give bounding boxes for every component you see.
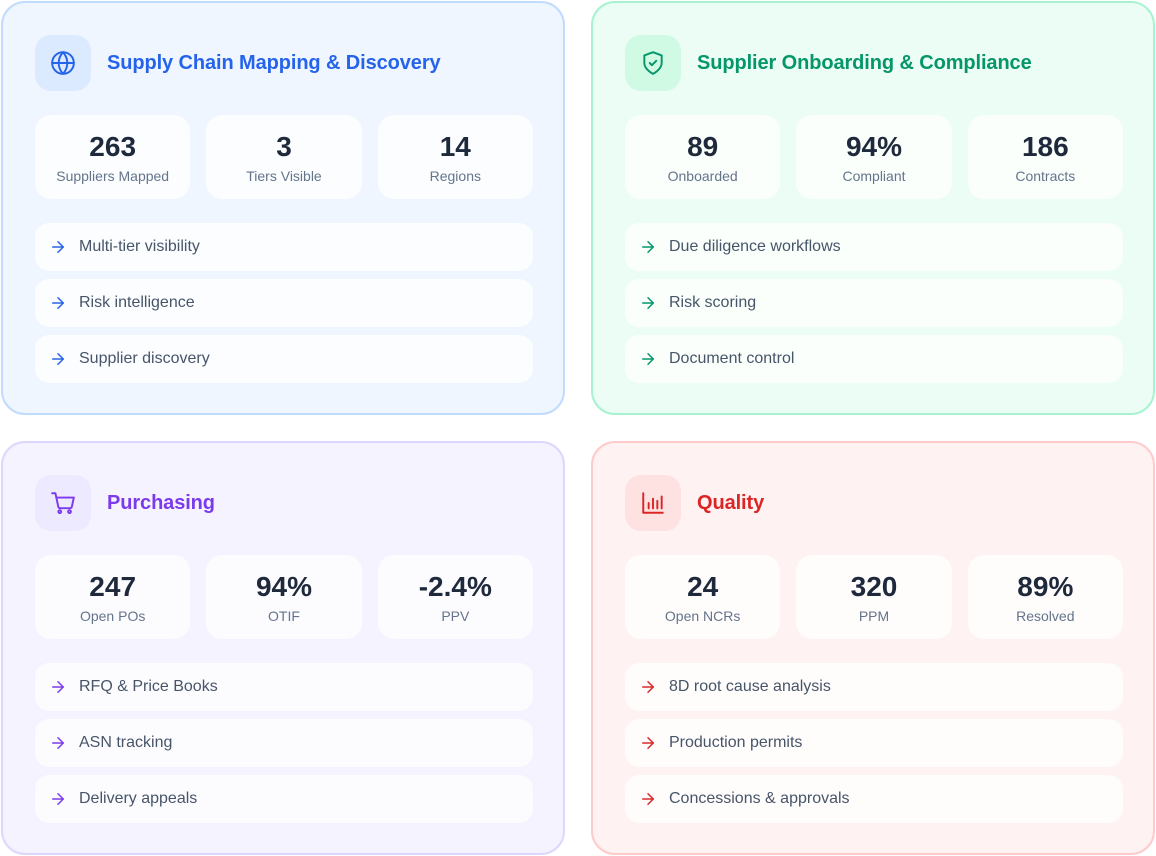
arrow-right-icon [642,681,654,693]
stat-ppv: -2.4% PPV [377,555,533,639]
feature-label: Multi-tier visibility [79,238,200,255]
card-title: Supply Chain Mapping & Discovery [107,51,441,74]
stats-row: 89 Onboarded 94% Compliant 186 Contracts [625,115,1123,199]
feature-item[interactable]: 8D root cause analysis [625,663,1123,711]
stat-suppliers-mapped: 263 Suppliers Mapped [35,115,191,199]
stat-regions: 14 Regions [377,115,533,199]
shopping-cart-icon [35,475,91,531]
card-header: Supplier Onboarding & Compliance [625,35,1032,91]
arrow-right-icon [642,793,654,805]
feature-item[interactable]: Risk scoring [625,279,1123,327]
feature-item[interactable]: Concessions & approvals [625,775,1123,823]
feature-list: Due diligence workflows Risk scoring Doc… [625,223,1123,383]
feature-item[interactable]: Supplier discovery [35,335,533,383]
feature-label: Production permits [669,734,803,751]
stat-label: Contracts [1015,168,1076,184]
stats-row: 24 Open NCRs 320 PPM 89% Resolved [625,555,1123,639]
card-title: Supplier Onboarding & Compliance [697,51,1032,74]
arrow-right-icon [52,353,64,365]
card-title: Purchasing [107,491,215,514]
stat-value: 3 [276,131,292,162]
stat-open-pos: 247 Open POs [35,555,191,639]
feature-item[interactable]: Multi-tier visibility [35,223,533,271]
globe-icon [35,35,91,91]
card-supply-chain-mapping[interactable]: Supply Chain Mapping & Discovery 263 Sup… [1,1,565,415]
stat-label: Open POs [79,608,146,624]
stat-value: 14 [439,131,471,162]
feature-label: Delivery appeals [79,790,198,807]
stat-open-ncrs: 24 Open NCRs [625,555,781,639]
feature-label: Due diligence workflows [669,238,841,255]
card-header: Supply Chain Mapping & Discovery [35,35,441,91]
feature-list: RFQ & Price Books ASN tracking Delivery … [35,663,533,823]
feature-label: Document control [669,350,795,367]
feature-item[interactable]: Production permits [625,719,1123,767]
arrow-right-icon [642,241,654,253]
feature-item[interactable]: RFQ & Price Books [35,663,533,711]
arrow-right-icon [52,681,64,693]
stat-label: PPM [858,608,890,624]
stats-row: 247 Open POs 94% OTIF -2.4% PPV [35,555,533,639]
arrow-right-icon [52,737,64,749]
arrow-right-icon [642,297,654,309]
feature-item[interactable]: Due diligence workflows [625,223,1123,271]
feature-label: Risk scoring [669,294,757,311]
stat-compliant: 94% Compliant [796,115,952,199]
feature-item[interactable]: ASN tracking [35,719,533,767]
card-purchasing[interactable]: Purchasing 247 Open POs 94% OTIF -2.4% P… [1,441,565,855]
feature-label: Concessions & approvals [669,790,850,807]
arrow-right-icon [642,737,654,749]
card-header: Purchasing [35,475,215,531]
stat-label: Onboarded [667,168,738,184]
feature-item[interactable]: Delivery appeals [35,775,533,823]
shield-check-icon [625,35,681,91]
stat-value: 247 [89,571,137,602]
stat-label: PPV [441,608,470,624]
stat-value: 89% [1017,571,1074,602]
feature-label: ASN tracking [79,734,173,751]
feature-label: RFQ & Price Books [79,678,218,695]
stat-ppm: 320 PPM [796,555,952,639]
arrow-right-icon [52,793,64,805]
feature-label: Supplier discovery [79,350,210,367]
stat-label: OTIF [268,608,300,624]
stat-label: Suppliers Mapped [56,168,170,184]
stat-label: Resolved [1016,608,1075,624]
stat-onboarded: 89 Onboarded [625,115,781,199]
arrow-right-icon [52,297,64,309]
stat-value: 263 [89,131,137,162]
stat-label: Tiers Visible [246,168,322,184]
stat-tiers-visible: 3 Tiers Visible [206,115,362,199]
stat-label: Compliant [842,168,906,184]
stat-value: 89 [687,131,719,162]
stat-value: -2.4% [418,571,492,602]
stat-label: Regions [429,168,481,184]
card-quality[interactable]: Quality 24 Open NCRs 320 PPM 89% Resolve… [591,441,1155,855]
feature-label: 8D root cause analysis [669,678,831,695]
stat-label: Open NCRs [664,608,741,624]
stat-resolved: 89% Resolved [967,555,1123,639]
stat-value: 94% [845,131,903,162]
bar-chart-icon [625,475,681,531]
feature-item[interactable]: Document control [625,335,1123,383]
feature-item[interactable]: Risk intelligence [35,279,533,327]
stat-value: 94% [255,571,313,602]
stats-row: 263 Suppliers Mapped 3 Tiers Visible 14 … [35,115,533,199]
stat-value: 186 [1021,131,1069,162]
arrow-right-icon [642,353,654,365]
card-title: Quality [697,491,765,514]
stat-value: 320 [850,571,898,602]
stat-contracts: 186 Contracts [967,115,1123,199]
arrow-right-icon [52,241,64,253]
feature-list: 8D root cause analysis Production permit… [625,663,1123,823]
card-supplier-onboarding[interactable]: Supplier Onboarding & Compliance 89 Onbo… [591,1,1155,415]
stat-otif: 94% OTIF [206,555,362,639]
card-header: Quality [625,475,764,531]
stat-value: 24 [687,571,719,602]
feature-list: Multi-tier visibility Risk intelligence … [35,223,533,383]
feature-label: Risk intelligence [79,294,195,311]
